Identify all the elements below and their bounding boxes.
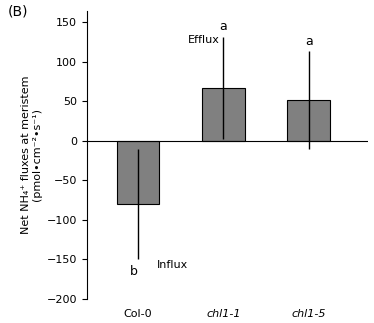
Text: b: b xyxy=(130,266,138,278)
Bar xyxy=(117,141,159,204)
Bar xyxy=(287,100,330,141)
Text: chl1-1: chl1-1 xyxy=(206,309,240,319)
Bar xyxy=(202,88,245,141)
Y-axis label: Net NH₄⁺ fluxes at meristem
(pmol•cm⁻²•s⁻¹): Net NH₄⁺ fluxes at meristem (pmol•cm⁻²•s… xyxy=(21,75,42,234)
Text: a: a xyxy=(220,20,227,33)
Text: Influx: Influx xyxy=(157,260,188,270)
Text: a: a xyxy=(305,35,313,47)
Text: Efflux: Efflux xyxy=(187,35,219,45)
Text: (B): (B) xyxy=(8,5,28,19)
Text: chl1-5: chl1-5 xyxy=(291,309,326,319)
Text: Col-0: Col-0 xyxy=(124,309,152,319)
